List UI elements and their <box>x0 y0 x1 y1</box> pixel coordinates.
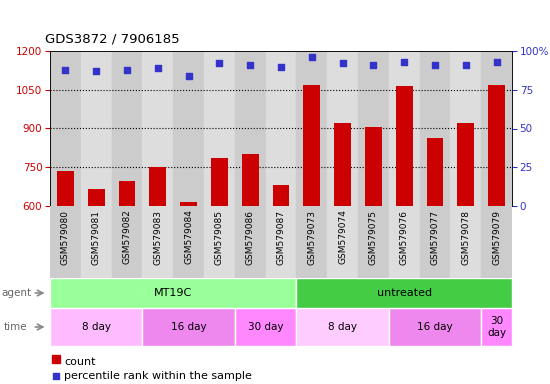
Text: agent: agent <box>1 288 31 298</box>
Bar <box>266 206 296 278</box>
Point <box>400 59 409 65</box>
Point <box>184 73 193 79</box>
Text: GSM579081: GSM579081 <box>92 210 101 265</box>
Point <box>123 66 131 73</box>
Text: GSM579083: GSM579083 <box>153 210 162 265</box>
Text: GSM579078: GSM579078 <box>461 210 470 265</box>
Text: MT19C: MT19C <box>154 288 192 298</box>
Bar <box>296 308 389 346</box>
Text: GSM579076: GSM579076 <box>400 210 409 265</box>
Point <box>492 59 501 65</box>
Bar <box>50 51 81 206</box>
Text: GSM579085: GSM579085 <box>215 210 224 265</box>
Bar <box>81 206 112 278</box>
Text: GSM579073: GSM579073 <box>307 210 316 265</box>
Point <box>369 62 378 68</box>
Bar <box>52 355 60 363</box>
Bar <box>420 206 450 278</box>
Bar <box>450 206 481 278</box>
Text: GSM579075: GSM579075 <box>369 210 378 265</box>
Text: GSM579086: GSM579086 <box>246 210 255 265</box>
Point <box>92 68 101 74</box>
Text: GSM579077: GSM579077 <box>431 210 439 265</box>
Bar <box>327 206 358 278</box>
Bar <box>450 51 481 206</box>
Bar <box>327 51 358 206</box>
Bar <box>142 51 173 206</box>
Bar <box>142 206 173 278</box>
Bar <box>488 84 505 206</box>
Bar <box>142 308 235 346</box>
Text: 16 day: 16 day <box>417 322 453 332</box>
Point <box>61 66 70 73</box>
Text: GSM579074: GSM579074 <box>338 210 347 265</box>
Point <box>461 62 470 68</box>
Point <box>307 54 316 60</box>
Bar <box>81 51 112 206</box>
Point <box>153 65 162 71</box>
Bar <box>389 308 481 346</box>
Bar <box>50 308 142 346</box>
Bar <box>365 127 382 206</box>
Point <box>246 62 255 68</box>
Bar <box>112 206 142 278</box>
Text: GSM579087: GSM579087 <box>277 210 285 265</box>
Bar <box>389 51 420 206</box>
Bar <box>358 206 389 278</box>
Bar <box>296 278 512 308</box>
Bar <box>204 206 235 278</box>
Text: 8 day: 8 day <box>82 322 111 332</box>
Bar <box>180 202 197 206</box>
Text: GSM579084: GSM579084 <box>184 210 193 265</box>
Bar <box>481 308 512 346</box>
Bar <box>481 206 512 278</box>
Bar <box>458 123 474 206</box>
Bar <box>112 51 142 206</box>
Text: time: time <box>4 322 28 332</box>
Text: GSM579079: GSM579079 <box>492 210 501 265</box>
Bar <box>211 158 228 206</box>
Text: 30 day: 30 day <box>248 322 283 332</box>
Bar <box>235 51 266 206</box>
Bar <box>273 185 289 206</box>
Text: 30
day: 30 day <box>487 316 506 338</box>
Bar <box>334 123 351 206</box>
Bar <box>119 182 135 206</box>
Point <box>52 372 60 379</box>
Text: GSM579080: GSM579080 <box>61 210 70 265</box>
Bar <box>266 51 296 206</box>
Text: count: count <box>64 357 96 367</box>
Text: 8 day: 8 day <box>328 322 357 332</box>
Point <box>338 60 347 66</box>
Point <box>277 63 285 70</box>
Bar <box>235 206 266 278</box>
Bar <box>296 206 327 278</box>
Point <box>431 62 439 68</box>
Text: 16 day: 16 day <box>171 322 206 332</box>
Bar <box>481 51 512 206</box>
Point <box>215 60 224 66</box>
Bar <box>396 86 412 206</box>
Text: percentile rank within the sample: percentile rank within the sample <box>64 371 252 381</box>
Bar <box>420 51 450 206</box>
Text: GSM579082: GSM579082 <box>123 210 131 265</box>
Bar <box>204 51 235 206</box>
Text: untreated: untreated <box>377 288 432 298</box>
Bar <box>50 278 296 308</box>
Bar <box>173 206 204 278</box>
Bar <box>296 51 327 206</box>
Bar <box>358 51 389 206</box>
Text: GDS3872 / 7906185: GDS3872 / 7906185 <box>45 32 179 45</box>
Bar <box>50 206 81 278</box>
Bar <box>173 51 204 206</box>
Bar <box>304 84 320 206</box>
Bar <box>242 154 258 206</box>
Bar <box>427 137 443 206</box>
Bar <box>150 167 166 206</box>
Bar <box>235 308 296 346</box>
Bar <box>88 189 104 206</box>
Bar <box>389 206 420 278</box>
Bar <box>57 171 74 206</box>
